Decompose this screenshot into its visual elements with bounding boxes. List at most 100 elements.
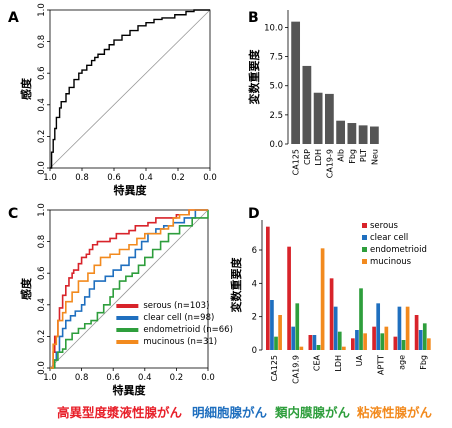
y-axis-title: 感度 [19, 77, 33, 100]
bar-ca199-mucinous [299, 346, 304, 350]
roc-line-serous [50, 209, 208, 369]
bar-cea-serous [308, 335, 313, 350]
x-axis-title: 特異度 [114, 183, 148, 197]
y-tick-label: 4 [252, 279, 257, 289]
subtype-caption: 高異型度漿液性腺がん 明細胞腺がん 類内膜腺がん 粘液性腺がん [0, 400, 452, 424]
x-tick-label: LDH [314, 149, 323, 166]
roc-panel-a: 1.0 0.8 0.6 0.4 0.2 0.0 0.0 0.2 0.4 0.6 0.8 1.0 特異度 感… [19, 3, 217, 197]
reference-diagonal [49, 209, 209, 369]
y-tick-label: 0.4 [37, 298, 47, 312]
bar-ua-clear-cell [355, 330, 359, 350]
x-tick-label: 0.0 [203, 173, 217, 183]
x-tick-label: CA19-9 [325, 149, 334, 178]
bar-ca125-endometrioid [274, 336, 278, 350]
bar-ua-serous [351, 338, 355, 350]
y-tick-label: 0.6 [37, 266, 47, 280]
bar-panel-d: 0 2 4 6 変数重要度 CA125 CA19.9 CEA LDH UA APTT age Fbg se… [229, 220, 431, 384]
bar-ca125 [291, 21, 301, 144]
plot-frame [49, 209, 209, 369]
x-tick-label: Alb [337, 149, 346, 162]
bar-ldh [313, 92, 323, 144]
bar-ca125-serous [266, 226, 270, 350]
x-tick-label: 0.8 [75, 173, 89, 183]
roc-panel-c: 1.0 0.8 0.6 0.4 0.2 0.0 0.0 0.2 0.4 0.6 0.8 1.0 特異度 感… [19, 203, 233, 397]
bar-age-mucinous [405, 306, 410, 350]
y-tick-label: 1.0 [37, 3, 47, 17]
bar-ca19-9 [324, 93, 334, 144]
x-tick-label: Fbg [419, 355, 428, 370]
bar-aptt-serous [372, 326, 376, 350]
bar-ca199-clear-cell [291, 326, 296, 350]
x-tick-label: 0.0 [201, 373, 215, 383]
x-tick-label: CEA [313, 354, 322, 371]
legend-swatch [116, 328, 139, 332]
bar-cea-clear-cell [312, 335, 317, 350]
bar-ua-endometrioid [359, 288, 363, 350]
y-tick-label: 7.5 [269, 53, 283, 63]
legend-label: serous (n=103) [143, 301, 209, 311]
x-tick-label: Fbg [348, 149, 357, 164]
bar-aptt-mucinous [384, 326, 389, 350]
x-tick-label: UA [355, 354, 364, 366]
legend-label: clear cell (n=98) [143, 313, 214, 323]
reference-diagonal [49, 9, 211, 169]
y-axis-title: 変数重要度 [247, 49, 261, 105]
bar-ldh-clear-cell [333, 306, 338, 350]
legend-label: clear cell [370, 233, 408, 243]
y-tick-label: 5.0 [269, 82, 283, 92]
y-tick-label: 0 [252, 346, 257, 356]
x-tick-label: 1.0 [43, 173, 57, 183]
y-tick-label: 0.0 [37, 361, 47, 375]
legend-label: endometrioid [370, 245, 427, 255]
bar-aptt-clear-cell [376, 303, 381, 350]
roc-line-endometrioid [50, 210, 209, 369]
caption-clear-cell: 明細胞腺がん [192, 405, 268, 420]
x-tick-label: APTT [376, 355, 385, 375]
x-tick-label: 0.8 [75, 373, 89, 383]
bar-fbg-serous [414, 315, 419, 350]
y-tick-label: 0.8 [37, 235, 47, 249]
legend-label: endometrioid (n=66) [143, 325, 233, 335]
x-tick-label: 0.6 [107, 173, 121, 183]
legend-swatch [116, 304, 139, 308]
y-tick-label: 0.0 [37, 161, 47, 175]
legend-swatch [362, 247, 367, 252]
x-tick-label: CA125 [270, 355, 279, 381]
legend-label: serous [370, 221, 399, 231]
y-tick-label: 10.0 [264, 23, 283, 33]
bar-aptt-endometrioid [380, 333, 385, 350]
legend: serous (n=103) clear cell (n=98) endometri… [116, 301, 233, 347]
bar-ldh-mucinous [342, 346, 346, 350]
bar-ca125-mucinous [278, 315, 282, 350]
bar-age-serous [393, 336, 398, 350]
bar-crp [302, 65, 312, 144]
legend-swatch [362, 223, 367, 228]
panel-label-a: A [8, 10, 19, 26]
y-axis-title: 感度 [19, 277, 33, 300]
x-tick-label: 0.4 [139, 173, 153, 183]
bar-ca125-clear-cell [270, 300, 274, 350]
x-tick-label: Neu [370, 149, 379, 165]
y-axis-title: 変数重要度 [229, 257, 243, 313]
x-tick-label: 1.0 [43, 373, 57, 383]
legend-swatch [116, 316, 139, 320]
legend-swatch [362, 259, 367, 264]
bar-age-clear-cell [397, 306, 402, 350]
bar-plt [358, 125, 368, 144]
bar-fbg-mucinous [427, 338, 431, 350]
legend-swatch [362, 235, 367, 240]
caption-serous: 高異型度漿液性腺がん [57, 405, 183, 420]
legend-label: mucinous [370, 257, 412, 267]
x-tick-label: 0.2 [171, 173, 185, 183]
y-tick-label: 0.0 [269, 140, 283, 150]
x-tick-label: age [398, 355, 407, 370]
plot-frame [49, 9, 211, 169]
bar-cea-mucinous [320, 248, 325, 350]
bar-neu [369, 126, 379, 144]
y-tick-label: 0.4 [37, 98, 47, 112]
legend: serous clear cell endometrioid mucinous [362, 221, 427, 267]
y-tick-label: 2 [252, 313, 257, 323]
bar-age-endometrioid [401, 340, 406, 350]
y-tick-label: 6 [252, 246, 257, 256]
caption-endometrioid: 類内膜腺がん [275, 405, 351, 420]
